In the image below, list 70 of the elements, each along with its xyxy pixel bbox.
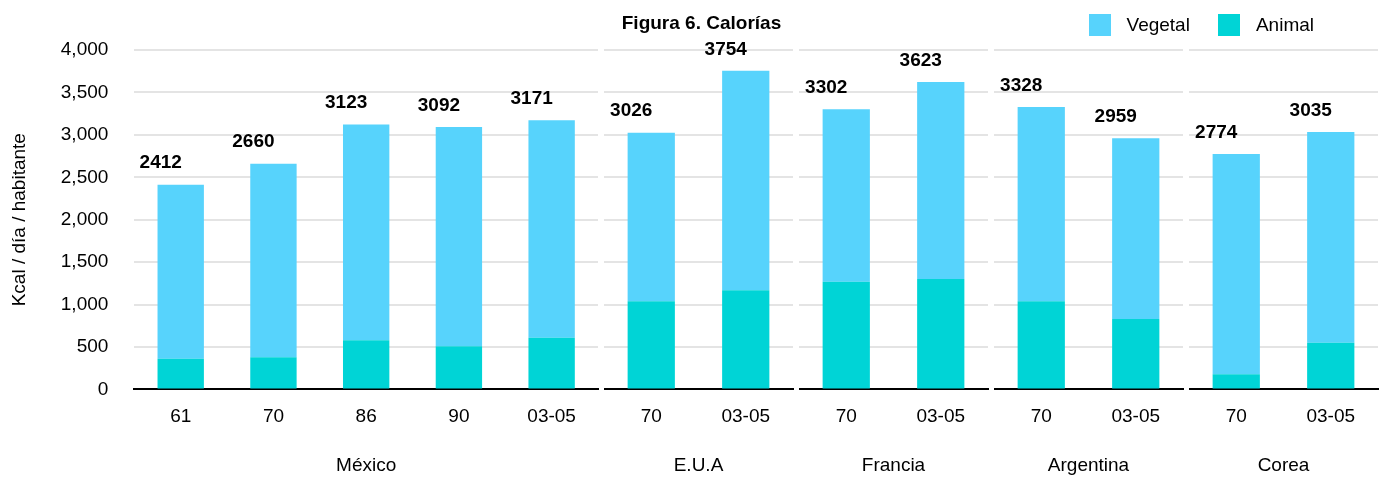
bar <box>342 124 390 341</box>
bar <box>157 358 204 389</box>
x-tick-label: 03-05 <box>527 405 576 427</box>
y-tick-label: 3,500 <box>60 80 109 102</box>
bar <box>1307 342 1355 389</box>
y-axis-title: Kcal / día / habitante <box>7 133 29 307</box>
legend-label: Animal <box>1255 14 1314 36</box>
x-tick-label: 86 <box>355 405 377 427</box>
total-label: 3123 <box>325 91 368 113</box>
x-axis-title: Francia <box>861 453 926 475</box>
x-axis-title: México <box>336 453 397 475</box>
total-label: 3754 <box>704 37 748 59</box>
x-tick-label: 70 <box>640 405 662 427</box>
bar <box>1212 374 1260 389</box>
bar <box>1112 318 1160 389</box>
total-label: 2774 <box>1195 120 1238 142</box>
x-axis-title: Corea <box>1257 453 1310 475</box>
y-tick-label: 500 <box>76 335 109 357</box>
total-label: 3092 <box>417 93 461 115</box>
bar <box>822 281 870 389</box>
total-label: 3026 <box>610 99 653 121</box>
x-tick-label: 03-05 <box>721 405 771 427</box>
total-label: 2660 <box>232 130 275 152</box>
x-axis-title: Argentina <box>1047 453 1130 475</box>
y-tick-label: 0 <box>97 377 109 399</box>
bar <box>250 163 297 358</box>
x-tick-label: 70 <box>1030 405 1052 427</box>
y-tick-label: 1,000 <box>60 292 109 314</box>
bar <box>528 120 575 338</box>
bar <box>627 301 675 389</box>
x-tick-label: 70 <box>262 405 285 427</box>
x-tick-label: 70 <box>1225 405 1247 427</box>
total-label: 3302 <box>805 75 848 97</box>
bar <box>917 279 965 389</box>
y-tick-label: 2,500 <box>60 165 109 187</box>
bar <box>1017 107 1065 302</box>
bar <box>722 70 770 291</box>
x-tick-label: 03-05 <box>1111 405 1161 427</box>
x-tick-label: 03-05 <box>916 405 966 427</box>
bar <box>250 357 297 389</box>
total-label: 2412 <box>139 151 182 173</box>
y-tick-label: 3,000 <box>60 123 109 145</box>
bar <box>722 290 770 389</box>
bar <box>822 109 870 282</box>
legend-label: Vegetal <box>1126 14 1190 36</box>
bar <box>917 81 965 280</box>
bar <box>435 346 483 389</box>
bar <box>342 340 390 389</box>
bar <box>1212 154 1260 375</box>
x-tick-label: 03-05 <box>1306 405 1356 427</box>
total-label: 2959 <box>1094 105 1137 127</box>
y-tick-label: 2,000 <box>60 207 109 229</box>
bar <box>435 127 483 347</box>
chart-title: Figura 6. Calorías <box>620 12 783 34</box>
x-tick-label: 70 <box>835 405 857 427</box>
bar <box>1307 131 1355 343</box>
y-tick-label: 4,000 <box>60 38 109 60</box>
bar <box>1017 301 1065 389</box>
total-label: 3035 <box>1289 98 1333 120</box>
bar <box>627 132 675 302</box>
x-tick-label: 90 <box>448 405 470 427</box>
bar <box>157 184 204 359</box>
total-label: 3328 <box>1000 73 1043 95</box>
bar <box>528 337 575 389</box>
bar <box>1112 138 1160 319</box>
total-label: 3623 <box>899 48 942 70</box>
x-tick-label: 61 <box>170 405 192 427</box>
x-axis-title: E.U.A <box>673 453 724 475</box>
y-tick-label: 1,500 <box>60 250 109 272</box>
total-label: 3171 <box>510 87 554 109</box>
